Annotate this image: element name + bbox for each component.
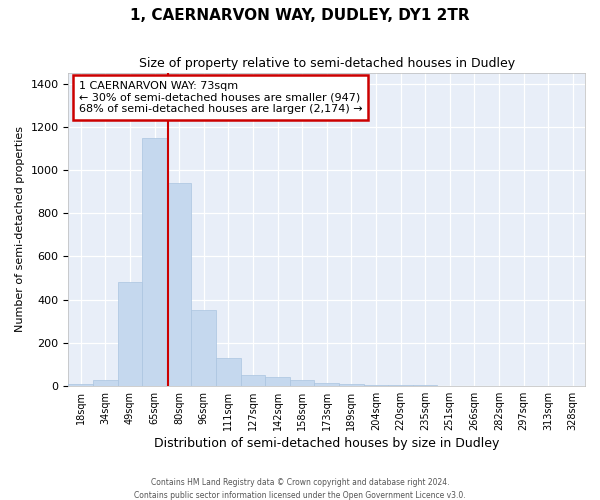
Bar — [167, 183, 191, 386]
Bar — [216, 358, 241, 386]
Bar — [314, 382, 339, 386]
Y-axis label: Number of semi-detached properties: Number of semi-detached properties — [15, 126, 25, 332]
Bar — [265, 377, 290, 386]
Bar — [93, 380, 118, 386]
Text: 1 CAERNARVON WAY: 73sqm
← 30% of semi-detached houses are smaller (947)
68% of s: 1 CAERNARVON WAY: 73sqm ← 30% of semi-de… — [79, 81, 362, 114]
Bar — [241, 375, 265, 386]
Bar — [364, 384, 388, 386]
Bar — [339, 384, 364, 386]
Title: Size of property relative to semi-detached houses in Dudley: Size of property relative to semi-detach… — [139, 58, 515, 70]
Text: 1, CAERNARVON WAY, DUDLEY, DY1 2TR: 1, CAERNARVON WAY, DUDLEY, DY1 2TR — [130, 8, 470, 22]
Bar — [191, 310, 216, 386]
Text: Contains HM Land Registry data © Crown copyright and database right 2024.
Contai: Contains HM Land Registry data © Crown c… — [134, 478, 466, 500]
Bar — [290, 380, 314, 386]
Bar — [388, 385, 413, 386]
Bar — [68, 384, 93, 386]
Bar — [118, 282, 142, 386]
Bar — [142, 138, 167, 386]
X-axis label: Distribution of semi-detached houses by size in Dudley: Distribution of semi-detached houses by … — [154, 437, 499, 450]
